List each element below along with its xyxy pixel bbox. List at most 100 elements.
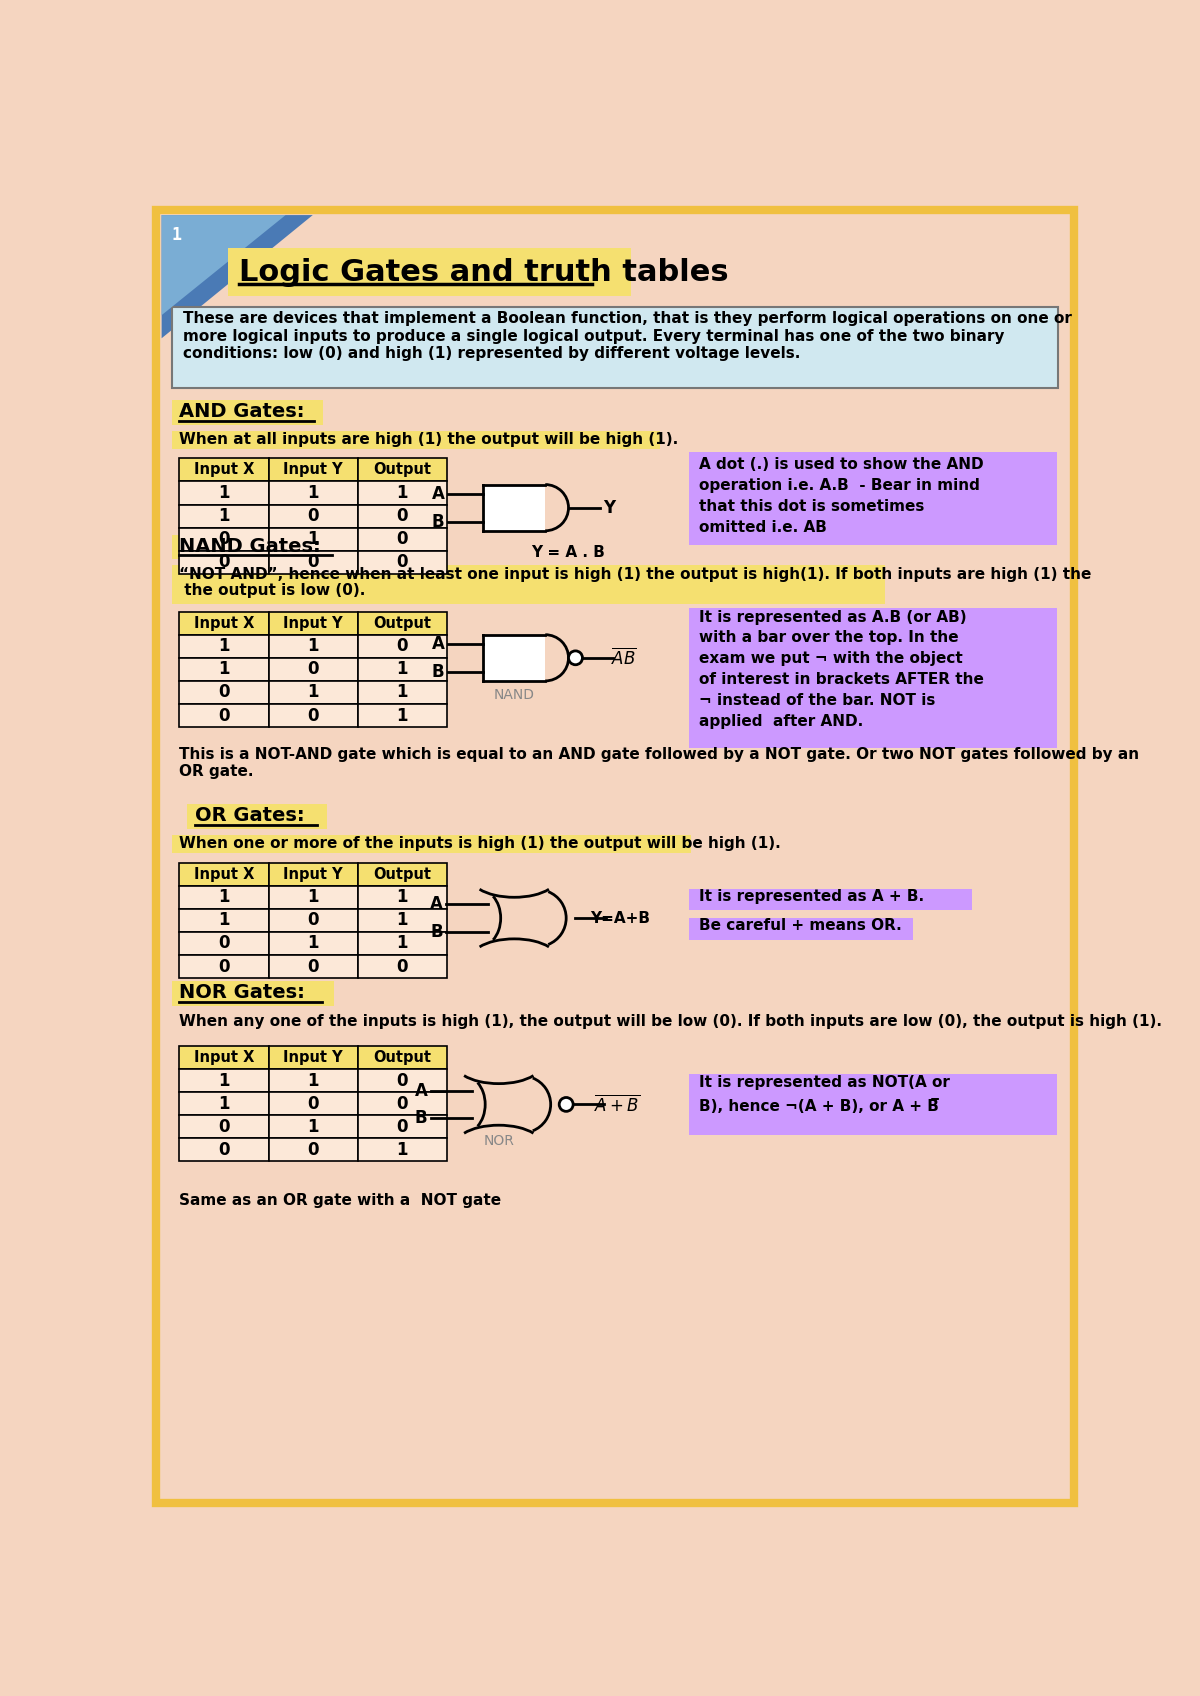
FancyBboxPatch shape	[358, 1092, 446, 1116]
Text: Y=A+B: Y=A+B	[589, 911, 649, 926]
FancyBboxPatch shape	[358, 458, 446, 482]
Text: 1: 1	[396, 660, 408, 678]
Text: applied  after AND.: applied after AND.	[698, 714, 863, 729]
Text: that this dot is sometimes: that this dot is sometimes	[698, 499, 924, 514]
FancyBboxPatch shape	[358, 1138, 446, 1162]
Text: A dot (.) is used to show the AND: A dot (.) is used to show the AND	[698, 458, 983, 471]
FancyBboxPatch shape	[172, 307, 1058, 388]
Text: Input Y: Input Y	[283, 463, 343, 478]
Text: It is represented as A.B (or AB): It is represented as A.B (or AB)	[698, 609, 966, 624]
FancyBboxPatch shape	[358, 527, 446, 551]
Text: This is a NOT-AND gate which is equal to an AND gate followed by a NOT gate. Or : This is a NOT-AND gate which is equal to…	[180, 748, 1140, 763]
FancyBboxPatch shape	[358, 612, 446, 634]
Text: These are devices that implement a Boolean function, that is they perform logica: These are devices that implement a Boole…	[182, 310, 1072, 326]
FancyBboxPatch shape	[484, 634, 545, 680]
FancyBboxPatch shape	[269, 1092, 358, 1116]
FancyBboxPatch shape	[180, 704, 269, 728]
Text: conditions: low (0) and high (1) represented by different voltage levels.: conditions: low (0) and high (1) represe…	[182, 346, 800, 361]
Text: 0: 0	[396, 531, 408, 548]
Text: 1: 1	[218, 660, 229, 678]
Text: 1: 1	[396, 1141, 408, 1158]
Text: Output: Output	[373, 867, 431, 882]
FancyBboxPatch shape	[180, 931, 269, 955]
FancyBboxPatch shape	[358, 931, 446, 955]
Text: B), hence ¬(A + B), or A + B̅: B), hence ¬(A + B), or A + B̅	[698, 1099, 938, 1114]
Polygon shape	[162, 215, 313, 338]
Text: 1: 1	[218, 1072, 229, 1089]
FancyBboxPatch shape	[269, 1138, 358, 1162]
Text: 0: 0	[396, 1094, 408, 1113]
FancyBboxPatch shape	[180, 658, 269, 680]
FancyBboxPatch shape	[269, 612, 358, 634]
Text: AND Gates:: AND Gates:	[180, 402, 305, 421]
Text: 1: 1	[307, 889, 319, 906]
Text: NAND: NAND	[493, 689, 535, 702]
Text: A: A	[415, 1082, 427, 1099]
Text: 1: 1	[307, 683, 319, 702]
Text: B: B	[431, 923, 443, 941]
Text: Output: Output	[373, 616, 431, 631]
Text: 1: 1	[307, 1118, 319, 1136]
FancyBboxPatch shape	[269, 863, 358, 885]
Text: Input Y: Input Y	[283, 867, 343, 882]
Text: $\overline{A+B}$: $\overline{A+B}$	[594, 1094, 640, 1114]
FancyBboxPatch shape	[358, 1046, 446, 1068]
FancyBboxPatch shape	[180, 1138, 269, 1162]
Text: “NOT AND”, hence when at least one input is high (1) the output is high(1). If b: “NOT AND”, hence when at least one input…	[180, 566, 1092, 582]
FancyBboxPatch shape	[689, 889, 972, 911]
Circle shape	[569, 651, 582, 665]
FancyBboxPatch shape	[269, 482, 358, 505]
Text: Be careful + means OR.: Be careful + means OR.	[698, 919, 901, 933]
FancyBboxPatch shape	[358, 680, 446, 704]
FancyBboxPatch shape	[180, 458, 269, 482]
FancyBboxPatch shape	[358, 704, 446, 728]
Text: B: B	[415, 1109, 427, 1128]
Text: 0: 0	[218, 553, 229, 572]
Text: 0: 0	[307, 1141, 319, 1158]
Text: Y: Y	[602, 499, 614, 517]
Text: 0: 0	[307, 707, 319, 724]
Text: 1: 1	[396, 911, 408, 929]
Text: Logic Gates and truth tables: Logic Gates and truth tables	[239, 258, 728, 287]
Text: 0: 0	[307, 911, 319, 929]
Circle shape	[559, 1097, 574, 1111]
FancyBboxPatch shape	[269, 634, 358, 658]
Text: A: A	[431, 895, 443, 912]
Text: 1: 1	[307, 483, 319, 502]
FancyBboxPatch shape	[689, 918, 913, 940]
FancyBboxPatch shape	[156, 210, 1074, 1503]
FancyBboxPatch shape	[172, 400, 323, 424]
FancyBboxPatch shape	[358, 863, 446, 885]
FancyBboxPatch shape	[358, 482, 446, 505]
Text: 0: 0	[307, 660, 319, 678]
FancyBboxPatch shape	[358, 909, 446, 931]
FancyBboxPatch shape	[180, 527, 269, 551]
Text: 1: 1	[396, 934, 408, 953]
FancyBboxPatch shape	[358, 1068, 446, 1092]
FancyBboxPatch shape	[180, 1068, 269, 1092]
Text: When one or more of the inputs is high (1) the output will be high (1).: When one or more of the inputs is high (…	[180, 836, 781, 851]
Text: exam we put ¬ with the object: exam we put ¬ with the object	[698, 651, 962, 667]
Text: 0: 0	[218, 1141, 229, 1158]
Text: 0: 0	[218, 683, 229, 702]
Text: $\overline{AB}$: $\overline{AB}$	[612, 648, 637, 668]
FancyBboxPatch shape	[228, 248, 630, 295]
FancyBboxPatch shape	[172, 565, 884, 604]
Text: 0: 0	[396, 1118, 408, 1136]
Text: 0: 0	[307, 507, 319, 526]
FancyBboxPatch shape	[689, 453, 1057, 544]
Text: 0: 0	[218, 531, 229, 548]
FancyBboxPatch shape	[180, 885, 269, 909]
Text: 0: 0	[307, 1094, 319, 1113]
FancyBboxPatch shape	[180, 482, 269, 505]
Text: more logical inputs to produce a single logical output. Every terminal has one o: more logical inputs to produce a single …	[182, 329, 1004, 344]
Text: with a bar over the top. In the: with a bar over the top. In the	[698, 631, 959, 646]
Text: 1: 1	[307, 638, 319, 655]
FancyBboxPatch shape	[358, 885, 446, 909]
Text: 0: 0	[396, 507, 408, 526]
FancyBboxPatch shape	[172, 534, 341, 560]
Text: B: B	[432, 663, 445, 680]
FancyBboxPatch shape	[689, 607, 1057, 748]
Text: 1: 1	[307, 531, 319, 548]
Text: Y = A . B: Y = A . B	[532, 544, 606, 560]
